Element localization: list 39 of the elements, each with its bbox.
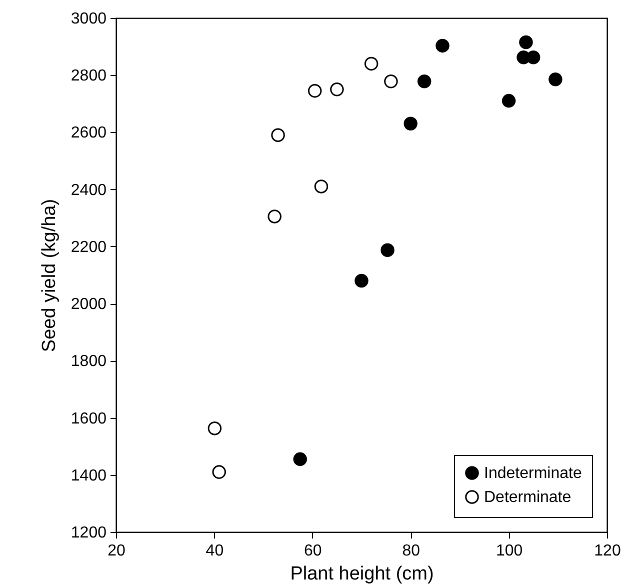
- point: [208, 421, 222, 436]
- y-tick-label: 2400: [70, 182, 107, 199]
- x-tick-label: 80: [402, 542, 420, 560]
- x-tick-label: 120: [594, 542, 621, 560]
- point: [271, 128, 285, 142]
- x-axis-title: Plant height (cm): [290, 564, 434, 584]
- point: [330, 82, 344, 96]
- point: [380, 243, 394, 258]
- y-tick-label: 1600: [70, 410, 107, 428]
- point: [526, 50, 540, 64]
- point: [364, 56, 378, 71]
- point: [354, 274, 368, 288]
- y-axis-title: Seed yield (kg/ha): [38, 198, 60, 352]
- y-tick-label: 1800: [70, 353, 107, 370]
- point: [502, 94, 516, 108]
- y-tick-label: 1200: [70, 524, 107, 542]
- point: [293, 452, 307, 466]
- point: [548, 72, 562, 86]
- y-tick-label: 3000: [70, 10, 107, 28]
- point: [404, 116, 418, 131]
- legend-label: Indeterminate: [484, 465, 582, 482]
- x-tick-label: 20: [108, 542, 126, 560]
- y-tick-label: 2000: [70, 296, 107, 314]
- point: [417, 74, 432, 88]
- x-tick-label: 100: [496, 542, 523, 560]
- point: [314, 180, 328, 194]
- y-tick-label: 2200: [70, 238, 107, 256]
- x-tick-label: 40: [206, 542, 224, 560]
- legend-label: Determinate: [484, 489, 572, 506]
- point: [212, 465, 226, 479]
- y-tick-label: 2600: [70, 124, 107, 142]
- x-tick-label: 60: [304, 542, 322, 560]
- y-tick-label: 1400: [70, 467, 107, 484]
- point: [384, 74, 398, 88]
- y-tick-label: 2800: [70, 68, 107, 85]
- point: [268, 210, 282, 224]
- point: [519, 35, 533, 50]
- point: [308, 84, 322, 98]
- point: [436, 38, 450, 53]
